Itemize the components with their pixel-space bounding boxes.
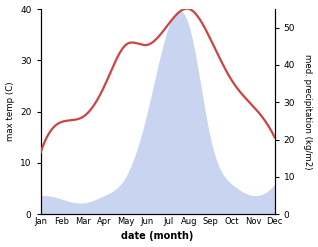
X-axis label: date (month): date (month) — [121, 231, 194, 242]
Y-axis label: med. precipitation (kg/m2): med. precipitation (kg/m2) — [303, 54, 313, 169]
Y-axis label: max temp (C): max temp (C) — [5, 82, 15, 141]
